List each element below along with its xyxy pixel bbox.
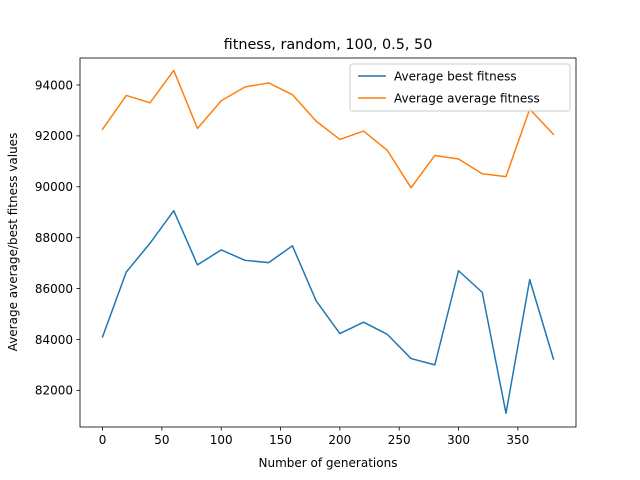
legend: Average best fitness Average average fitn… (349, 63, 571, 112)
series-line-0 (101, 209, 555, 415)
legend-label-0: Average best fitness (394, 69, 517, 83)
x-tick-label: 200 (328, 433, 351, 447)
legend-box (349, 63, 571, 112)
x-tick-label: 100 (210, 433, 233, 447)
legend-label-1: Average average fitness (394, 91, 540, 105)
x-tick-label: 250 (388, 433, 411, 447)
series-line-1 (101, 69, 555, 189)
chart-title: fitness, random, 100, 0.5, 50 (224, 37, 433, 53)
x-axis-label: Number of generations (259, 456, 398, 470)
y-tick-label: 82000 (35, 384, 73, 398)
y-axis-label: Average average/best fitness values (6, 133, 20, 352)
x-tick-label: 50 (154, 433, 169, 447)
plot-area: 0 50 100 150 200 250 300 350 82000 84000 86000 8800… (35, 57, 577, 447)
y-tick-label: 86000 (35, 282, 73, 296)
y-tick-label: 94000 (35, 78, 73, 92)
x-tick-label: 300 (447, 433, 470, 447)
axes-frame (79, 57, 577, 428)
y-tick-label: 92000 (35, 129, 73, 143)
x-tick-label: 350 (506, 433, 529, 447)
x-tick-label: 0 (99, 433, 107, 447)
y-tick-label: 90000 (35, 180, 73, 194)
x-tick-label: 150 (269, 433, 292, 447)
y-tick-label: 88000 (35, 231, 73, 245)
y-tick-label: 84000 (35, 333, 73, 347)
